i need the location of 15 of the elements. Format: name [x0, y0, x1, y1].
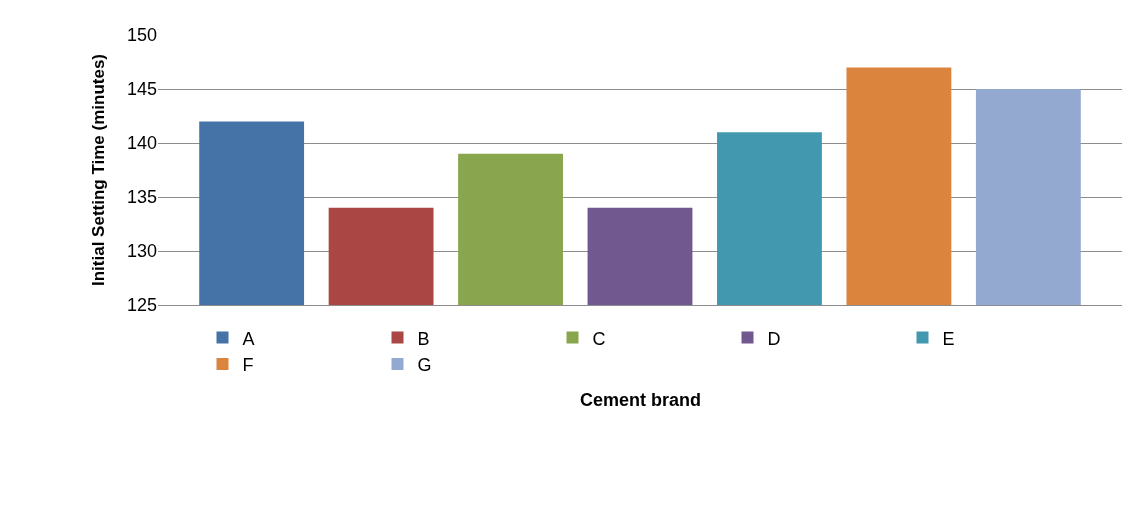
- legend-label: D: [767, 328, 781, 349]
- legend-label: E: [942, 328, 955, 349]
- legend-label: F: [242, 355, 254, 376]
- legend-label: A: [242, 328, 255, 349]
- x-axis-title: Cement brand: [580, 390, 702, 410]
- y-tick-label: 125: [126, 295, 157, 316]
- legend-label: C: [592, 328, 606, 349]
- y-axis-title: Initial Setting Time (minutes): [88, 53, 108, 287]
- y-tick-label: 135: [126, 187, 157, 208]
- legend-label: G: [417, 355, 432, 376]
- y-tick-label: 130: [126, 241, 157, 262]
- y-tick-label: 145: [126, 79, 157, 100]
- legend-label: B: [417, 328, 430, 349]
- y-tick-label: 140: [126, 133, 157, 154]
- y-tick-label: 150: [126, 25, 157, 46]
